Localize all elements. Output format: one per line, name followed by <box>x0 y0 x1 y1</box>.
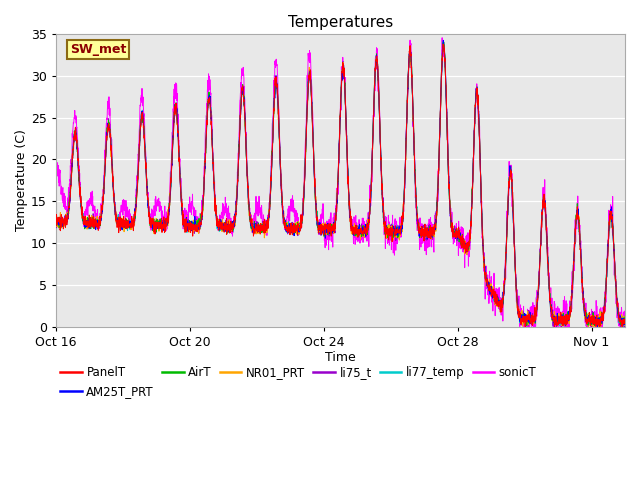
Title: Temperatures: Temperatures <box>288 15 393 30</box>
Text: SW_met: SW_met <box>70 43 126 56</box>
X-axis label: Time: Time <box>325 351 356 364</box>
Legend: PanelT, AM25T_PRT, AirT, NR01_PRT, li75_t, li77_temp, sonicT: PanelT, AM25T_PRT, AirT, NR01_PRT, li75_… <box>56 361 541 403</box>
Y-axis label: Temperature (C): Temperature (C) <box>15 129 28 231</box>
